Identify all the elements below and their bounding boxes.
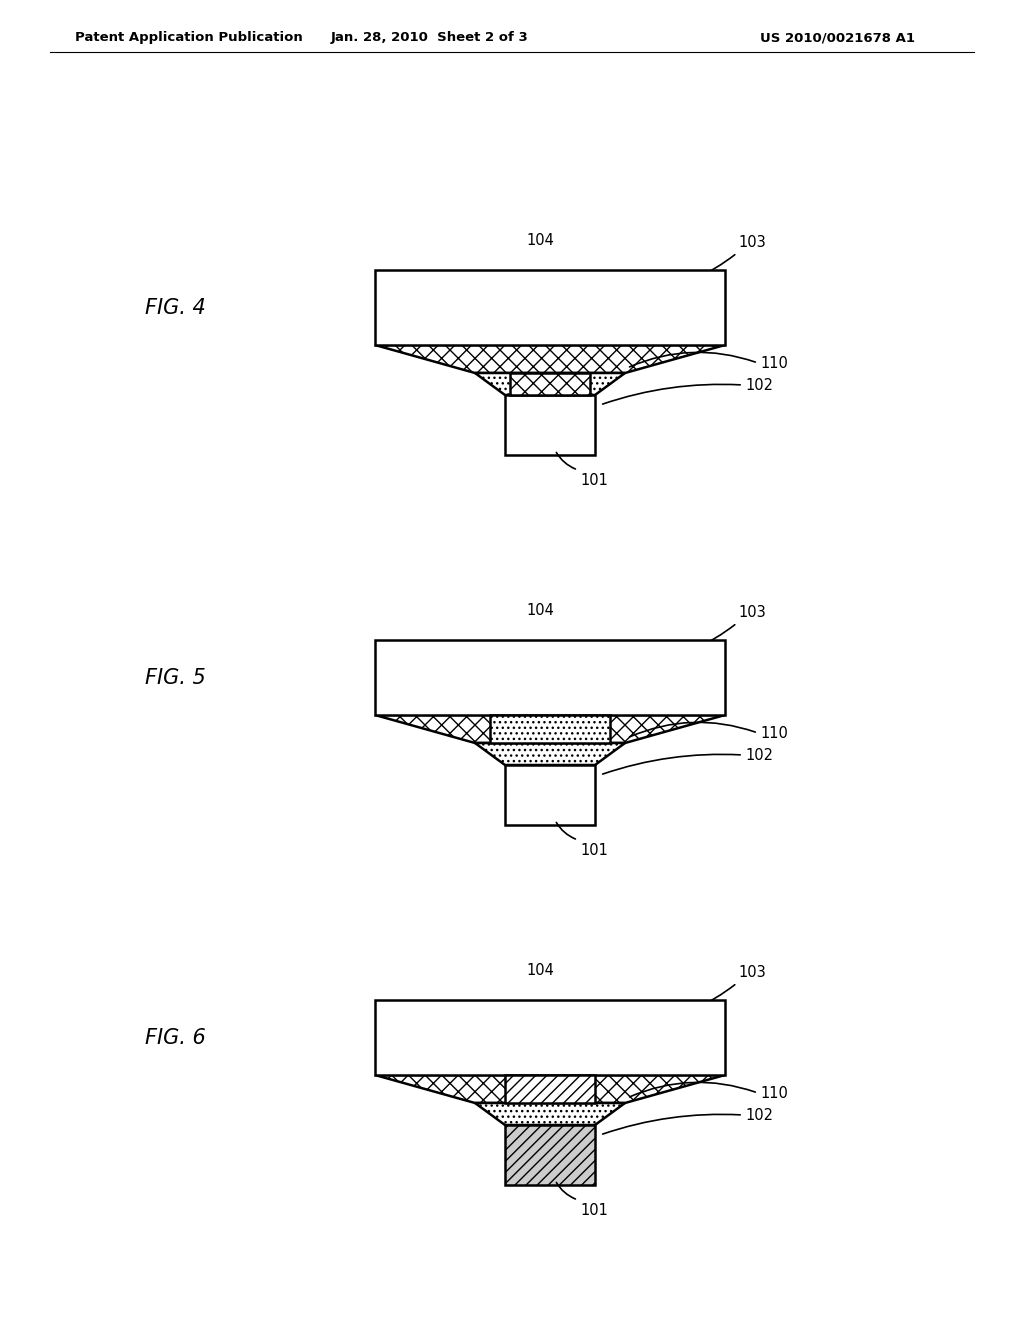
- Text: 104: 104: [526, 964, 554, 978]
- Text: 103: 103: [738, 235, 766, 249]
- Text: US 2010/0021678 A1: US 2010/0021678 A1: [760, 32, 915, 45]
- Text: 110: 110: [760, 355, 787, 371]
- Bar: [505, 1074, 595, 1104]
- Text: FIG. 6: FIG. 6: [145, 1027, 206, 1048]
- Text: 102: 102: [745, 747, 773, 763]
- Bar: [375, 1001, 725, 1074]
- Polygon shape: [375, 345, 725, 374]
- Bar: [505, 766, 595, 825]
- Text: 104: 104: [526, 603, 554, 618]
- Bar: [375, 640, 725, 715]
- Polygon shape: [375, 715, 725, 743]
- Bar: [490, 715, 610, 743]
- Bar: [510, 374, 590, 395]
- Text: 103: 103: [738, 965, 766, 979]
- Text: Jan. 28, 2010  Sheet 2 of 3: Jan. 28, 2010 Sheet 2 of 3: [331, 32, 528, 45]
- Text: FIG. 4: FIG. 4: [145, 297, 206, 318]
- Text: 103: 103: [738, 605, 766, 620]
- Text: 102: 102: [745, 378, 773, 392]
- Polygon shape: [475, 743, 625, 766]
- Bar: [375, 271, 725, 345]
- Text: 101: 101: [580, 1203, 608, 1218]
- Polygon shape: [475, 374, 625, 395]
- Text: Patent Application Publication: Patent Application Publication: [75, 32, 303, 45]
- Text: 101: 101: [580, 473, 608, 488]
- Bar: [505, 395, 595, 455]
- Text: 110: 110: [760, 726, 787, 741]
- Bar: [505, 1125, 595, 1185]
- Text: 102: 102: [745, 1107, 773, 1122]
- Text: 110: 110: [760, 1085, 787, 1101]
- Text: FIG. 5: FIG. 5: [145, 668, 206, 688]
- Text: 104: 104: [526, 234, 554, 248]
- Text: 101: 101: [580, 843, 608, 858]
- Polygon shape: [375, 1074, 725, 1104]
- Polygon shape: [475, 1104, 625, 1125]
